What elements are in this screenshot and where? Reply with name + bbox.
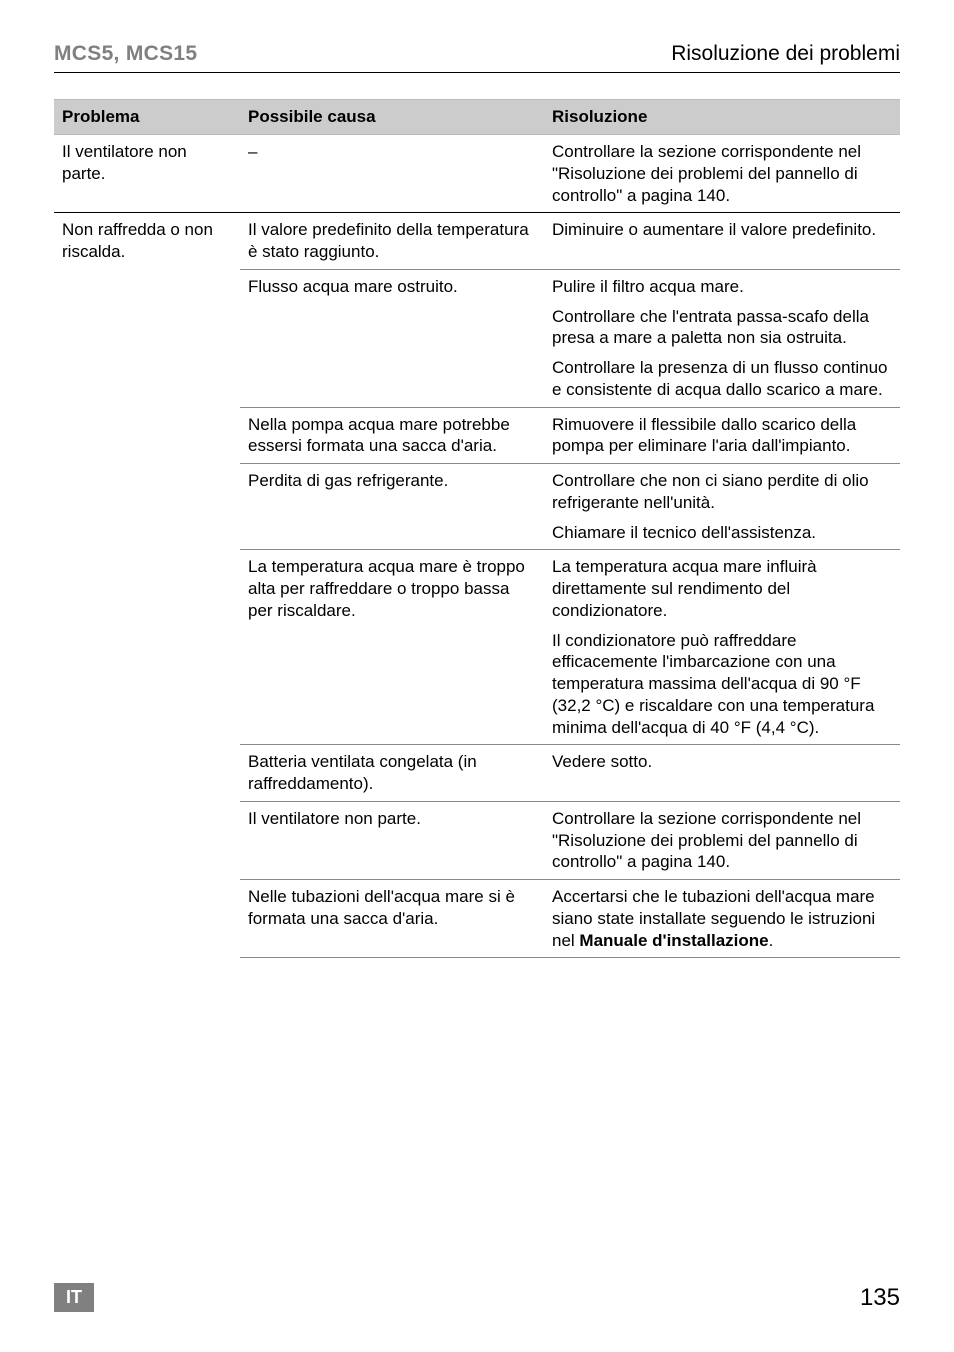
table-cell-causa: Il valore predefinito della temperatura … <box>240 213 544 270</box>
table-cell-risoluzione: Controllare che non ci siano perdite di … <box>544 464 900 550</box>
table-cell-causa: Perdita di gas refrigerante. <box>240 464 544 550</box>
table-cell-risoluzione: Accertarsi che le tubazioni dell'acqua m… <box>544 880 900 958</box>
table-cell-causa: Nelle tubazioni dell'acqua mare si è for… <box>240 880 544 958</box>
doc-model-header: MCS5, MCS15 <box>54 42 197 66</box>
col-risoluzione: Risoluzione <box>544 100 900 135</box>
table-cell-causa: Il ventilatore non parte. <box>240 801 544 879</box>
table-cell-risoluzione: Controllare la sezione corrispondente ne… <box>544 801 900 879</box>
table-cell-risoluzione: Vedere sotto. <box>544 745 900 802</box>
table-cell-risoluzione: Pulire il filtro acqua mare.Controllare … <box>544 269 900 407</box>
col-problema: Problema <box>54 100 240 135</box>
table-cell-causa: La temperatura acqua mare è troppo alta … <box>240 550 544 745</box>
table-cell-risoluzione: Controllare la sezione corrispondente ne… <box>544 135 900 213</box>
table-cell-causa: – <box>240 135 544 213</box>
table-cell-problema: Il ventilatore non parte. <box>54 135 240 213</box>
table-cell-risoluzione: Diminuire o aumentare il valore predefin… <box>544 213 900 270</box>
page-number: 135 <box>860 1284 900 1312</box>
doc-section-header: Risoluzione dei problemi <box>671 42 900 66</box>
table-cell-risoluzione: Rimuovere il flessibile dallo scarico de… <box>544 407 900 464</box>
table-cell-causa: Flusso acqua mare ostruito. <box>240 269 544 407</box>
table-cell-causa: Nella pompa acqua mare potrebbe essersi … <box>240 407 544 464</box>
lang-badge: IT <box>54 1283 94 1312</box>
col-causa: Possibile causa <box>240 100 544 135</box>
troubleshooting-table: Problema Possibile causa Risoluzione Il … <box>54 99 900 958</box>
table-cell-risoluzione: La temperatura acqua mare influirà diret… <box>544 550 900 745</box>
table-cell-causa: Batteria ventilata congelata (in raffred… <box>240 745 544 802</box>
table-cell-problema: Non raffredda o non riscalda. <box>54 213 240 958</box>
